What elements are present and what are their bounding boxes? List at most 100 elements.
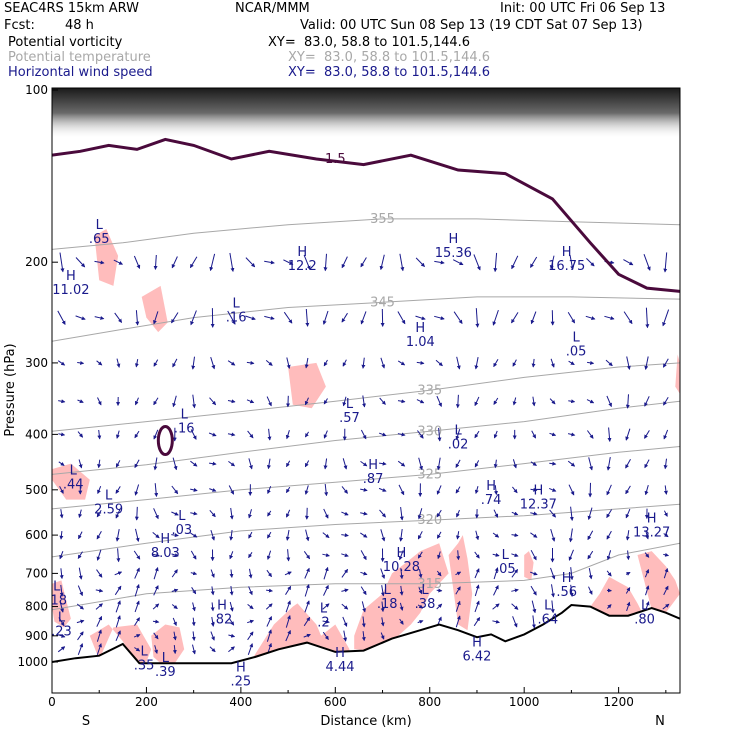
- wind-vector-arrow: [323, 398, 328, 405]
- wind-vector-arrow: [57, 310, 66, 325]
- extremum-value: .39: [155, 665, 176, 680]
- wind-vector-arrow: [229, 551, 234, 560]
- wind-vector-arrow: [623, 259, 634, 266]
- wind-vector-arrow: [549, 255, 555, 270]
- wind-vector-arrow: [304, 485, 309, 495]
- extremum-marker: L: [105, 489, 113, 504]
- extremum-value: 2.59: [94, 503, 123, 518]
- wind-vector-arrow: [247, 631, 254, 641]
- wind-vector-arrow: [209, 397, 217, 406]
- wind-vector-arrow: [266, 569, 272, 578]
- wind-vector-arrow: [96, 569, 103, 578]
- wind-vector-arrow: [625, 571, 631, 576]
- extremum-value: .44: [63, 477, 84, 492]
- wind-vector-arrow: [134, 484, 140, 496]
- wind-vector-arrow: [342, 616, 348, 627]
- fcst-value: 48 h: [65, 18, 94, 33]
- wind-vector-arrow: [267, 531, 272, 539]
- wind-vector-arrow: [530, 461, 537, 466]
- wind-vector-arrow: [154, 645, 159, 654]
- y-tick-label: 200: [25, 255, 48, 269]
- wind-vector-arrow: [474, 460, 480, 468]
- wind-vector-arrow: [59, 531, 64, 540]
- wind-vector-arrow: [285, 486, 291, 494]
- wind-vector-arrow: [134, 617, 140, 626]
- wind-vector-arrow: [172, 645, 177, 655]
- wind-vector-arrow: [285, 430, 290, 440]
- extremum-marker: L: [181, 407, 189, 422]
- wind-vector-arrow: [663, 252, 668, 273]
- wind-vector-arrow: [59, 252, 65, 273]
- wind-vector-arrow: [453, 311, 463, 325]
- extremum-value: 12.2: [288, 259, 317, 274]
- wind-vector-arrow: [417, 531, 423, 540]
- wind-vector-arrow: [626, 601, 631, 612]
- wind-vector-arrow: [153, 254, 158, 270]
- wind-vector-arrow: [434, 315, 445, 320]
- theta-contour-line: [52, 362, 680, 432]
- wind-vector-arrow: [210, 616, 215, 627]
- wind-vector-arrow: [190, 429, 197, 440]
- wind-vector-arrow: [606, 604, 612, 609]
- extremum-value: 12.37: [520, 498, 557, 513]
- wind-vector-arrow: [190, 487, 198, 492]
- wind-vector-arrow: [97, 486, 102, 495]
- wind-vector-arrow: [586, 430, 594, 439]
- extremum-marker: L: [162, 651, 170, 666]
- wind-vector-arrow: [379, 397, 386, 405]
- wind-vector-arrow: [645, 585, 650, 596]
- wind-vector-arrow: [77, 399, 84, 403]
- extremum-value: .05: [566, 344, 587, 359]
- theta-contour-line: [52, 218, 680, 250]
- wind-vector-arrow: [190, 571, 198, 576]
- wind-vector-arrow: [644, 459, 650, 469]
- wind-vector-arrow: [323, 508, 329, 519]
- wind-vector-arrow: [568, 528, 573, 543]
- wind-vector-arrow: [341, 486, 348, 494]
- wind-vector-arrow: [360, 460, 368, 467]
- extremum-marker: H: [66, 269, 76, 284]
- wind-vector-arrow: [456, 509, 460, 518]
- y-tick-label: 500: [25, 483, 48, 497]
- y-tick-label: 700: [25, 566, 48, 580]
- extremum-value: .03: [172, 523, 193, 538]
- wind-vector-arrow: [210, 529, 215, 541]
- wind-vector-arrow: [663, 429, 669, 440]
- wind-vector-arrow: [512, 397, 517, 406]
- wind-vector-arrow: [58, 432, 66, 437]
- wind-vector-arrow: [59, 486, 64, 494]
- extremum-marker: L: [421, 583, 429, 598]
- extremum-value: .82: [212, 613, 233, 628]
- wind-vector-arrow: [153, 359, 159, 367]
- theta-contour-label: 355: [370, 212, 395, 227]
- wind-vector-arrow: [436, 395, 442, 408]
- wind-vector-arrow: [437, 427, 442, 442]
- wind-vector-arrow: [417, 604, 424, 609]
- extremum-marker: H: [448, 232, 458, 247]
- wind-vector-arrow: [153, 508, 159, 520]
- wind-vector-arrow: [455, 586, 461, 595]
- wind-vector-arrow: [418, 587, 423, 595]
- pv-shaded-region: [675, 354, 680, 394]
- wind-vector-arrow: [474, 486, 479, 495]
- wind-vector-arrow: [379, 254, 385, 271]
- wind-vector-arrow: [530, 549, 537, 561]
- wind-vector-arrow: [153, 632, 159, 640]
- pv-shaded-region: [354, 543, 449, 651]
- wind-vector-arrow: [324, 483, 329, 497]
- wind-vector-arrow: [57, 633, 66, 638]
- wind-vector-arrow: [267, 486, 272, 495]
- wind-vector-arrow: [171, 569, 178, 578]
- extremum-value: 8.03: [151, 546, 180, 561]
- wind-vector-arrow: [645, 307, 650, 329]
- wind-vector-arrow: [550, 600, 555, 614]
- extremum-value: 13.27: [633, 525, 670, 540]
- wind-vector-arrow: [399, 529, 404, 542]
- wind-vector-arrow: [209, 646, 216, 653]
- wind-vector-arrow: [134, 583, 140, 597]
- wind-vector-arrow: [76, 619, 85, 624]
- wind-vector-arrow: [135, 528, 140, 542]
- extremum-marker: H: [562, 245, 572, 260]
- y-tick-label: 1000: [17, 655, 48, 669]
- wind-vector-arrow: [171, 604, 178, 610]
